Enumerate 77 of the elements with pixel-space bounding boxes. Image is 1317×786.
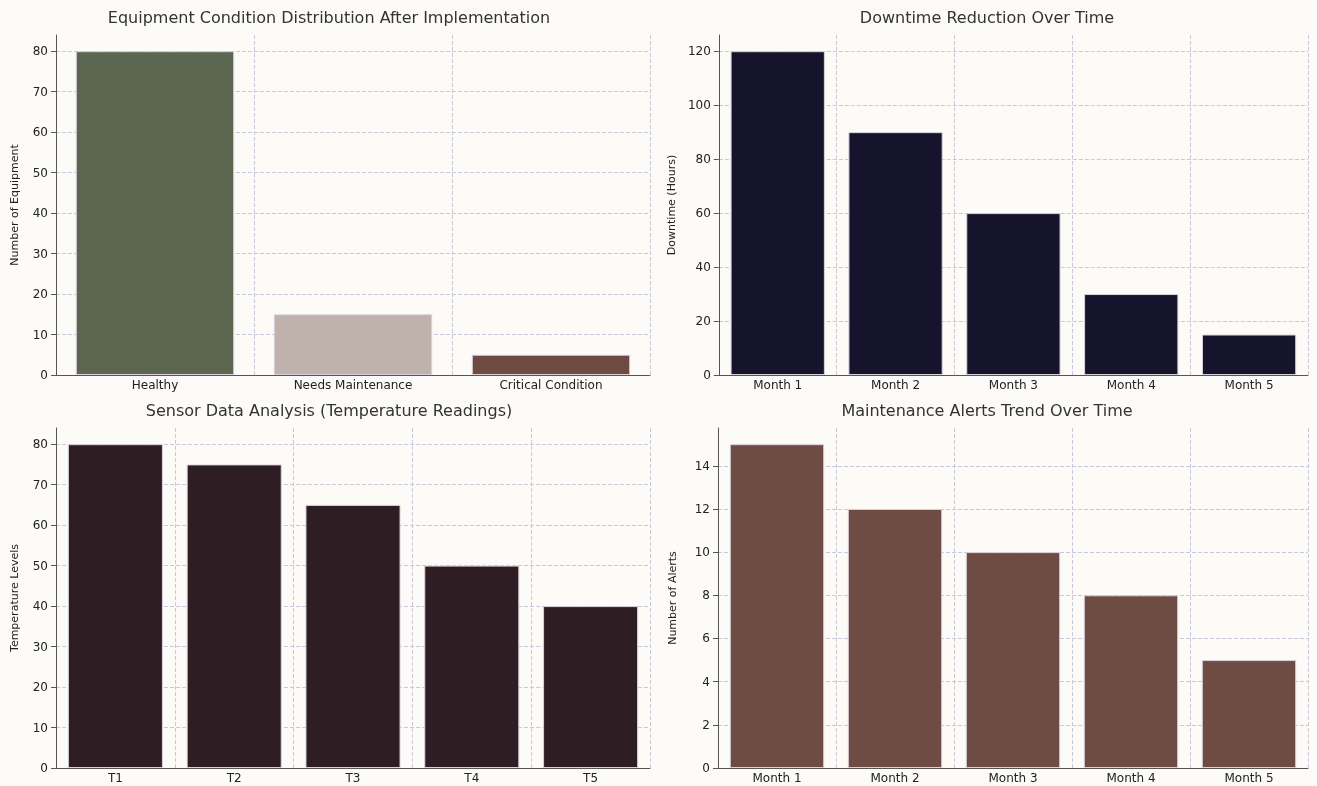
y-tick-label: 10	[32, 720, 48, 735]
y-tick-label: 70	[32, 477, 48, 492]
x-tick-label: T5	[582, 771, 599, 785]
y-tick-label: 14	[694, 458, 710, 473]
chart-title: Downtime Reduction Over Time	[859, 7, 1115, 27]
bar	[847, 508, 943, 768]
chart-title: Maintenance Alerts Trend Over Time	[841, 400, 1133, 420]
y-tick-label: 12	[694, 501, 710, 516]
y-axis-title: Number of Equipment	[8, 143, 21, 266]
bar	[273, 314, 433, 375]
x-tick-label: Critical Condition	[499, 378, 603, 392]
x-tick-label: Month 3	[988, 378, 1038, 392]
x-tick-label: Month 4	[1106, 378, 1156, 392]
y-tick-label: 4	[702, 674, 710, 689]
y-tick-label: 50	[32, 558, 48, 573]
y-tick-label: 60	[695, 206, 711, 221]
bar	[305, 504, 401, 768]
x-tick-label: Month 3	[988, 771, 1038, 785]
x-tick-label: T2	[225, 771, 242, 785]
y-tick-label: 40	[32, 599, 48, 614]
y-tick-label: 80	[32, 44, 48, 59]
chart-title: Equipment Condition Distribution After Implementation	[107, 7, 551, 27]
y-tick-label: 80	[32, 437, 48, 452]
x-tick-label: Month 1	[752, 771, 802, 785]
y-tick-label: 30	[32, 246, 48, 261]
y-tick-label: 0	[703, 368, 711, 382]
bar	[1083, 595, 1179, 768]
bar	[1201, 660, 1297, 768]
y-tick-label: 30	[32, 639, 48, 654]
y-tick-label: 6	[702, 631, 710, 646]
y-tick-label: 10	[32, 327, 48, 342]
x-tick-label: Month 2	[870, 771, 920, 785]
x-tick-label: T1	[106, 771, 123, 785]
x-tick-label: Month 5	[1224, 771, 1274, 785]
y-tick-label: 0	[40, 368, 48, 382]
y-tick-label: 120	[687, 44, 711, 59]
y-tick-label: 50	[32, 165, 48, 180]
x-tick-label: Healthy	[131, 378, 179, 392]
chart-title: Sensor Data Analysis (Temperature Readings)	[145, 400, 513, 420]
bar	[471, 354, 631, 375]
bar	[729, 444, 825, 768]
y-tick-label: 100	[687, 98, 711, 113]
y-tick-label: 8	[702, 588, 710, 603]
bar	[965, 552, 1061, 768]
y-axis-title: Temperature Levels	[8, 543, 21, 653]
bar	[186, 464, 282, 768]
y-tick-label: 40	[32, 206, 48, 221]
y-tick-label: 60	[32, 518, 48, 533]
bar	[75, 51, 235, 375]
x-tick-label: T4	[463, 771, 480, 785]
y-tick-label: 0	[40, 761, 48, 775]
y-tick-label: 20	[695, 314, 711, 329]
x-tick-label: T3	[344, 771, 361, 785]
bar	[966, 213, 1061, 375]
y-axis-title: Number of Alerts	[666, 550, 679, 645]
bar	[1201, 334, 1297, 375]
x-tick-label: Month 2	[871, 378, 921, 392]
x-tick-label: Month 5	[1224, 378, 1274, 392]
bar	[730, 51, 825, 375]
y-tick-label: 40	[695, 260, 711, 275]
bar	[848, 132, 943, 375]
bar	[1084, 294, 1179, 375]
bar	[543, 606, 639, 768]
y-tick-label: 2	[702, 717, 710, 732]
y-axis-title: Downtime (Hours)	[665, 154, 678, 256]
y-tick-label: 0	[702, 761, 710, 775]
y-tick-label: 70	[32, 84, 48, 99]
x-tick-label: Month 4	[1106, 771, 1156, 785]
y-tick-label: 80	[695, 152, 711, 167]
y-tick-label: 60	[32, 125, 48, 140]
x-tick-label: Month 1	[753, 378, 803, 392]
bar	[67, 444, 163, 768]
y-tick-label: 20	[32, 680, 48, 695]
y-tick-label: 20	[32, 287, 48, 302]
x-tick-label: Needs Maintenance	[293, 378, 413, 392]
bar	[424, 565, 520, 768]
y-tick-label: 10	[694, 545, 710, 560]
